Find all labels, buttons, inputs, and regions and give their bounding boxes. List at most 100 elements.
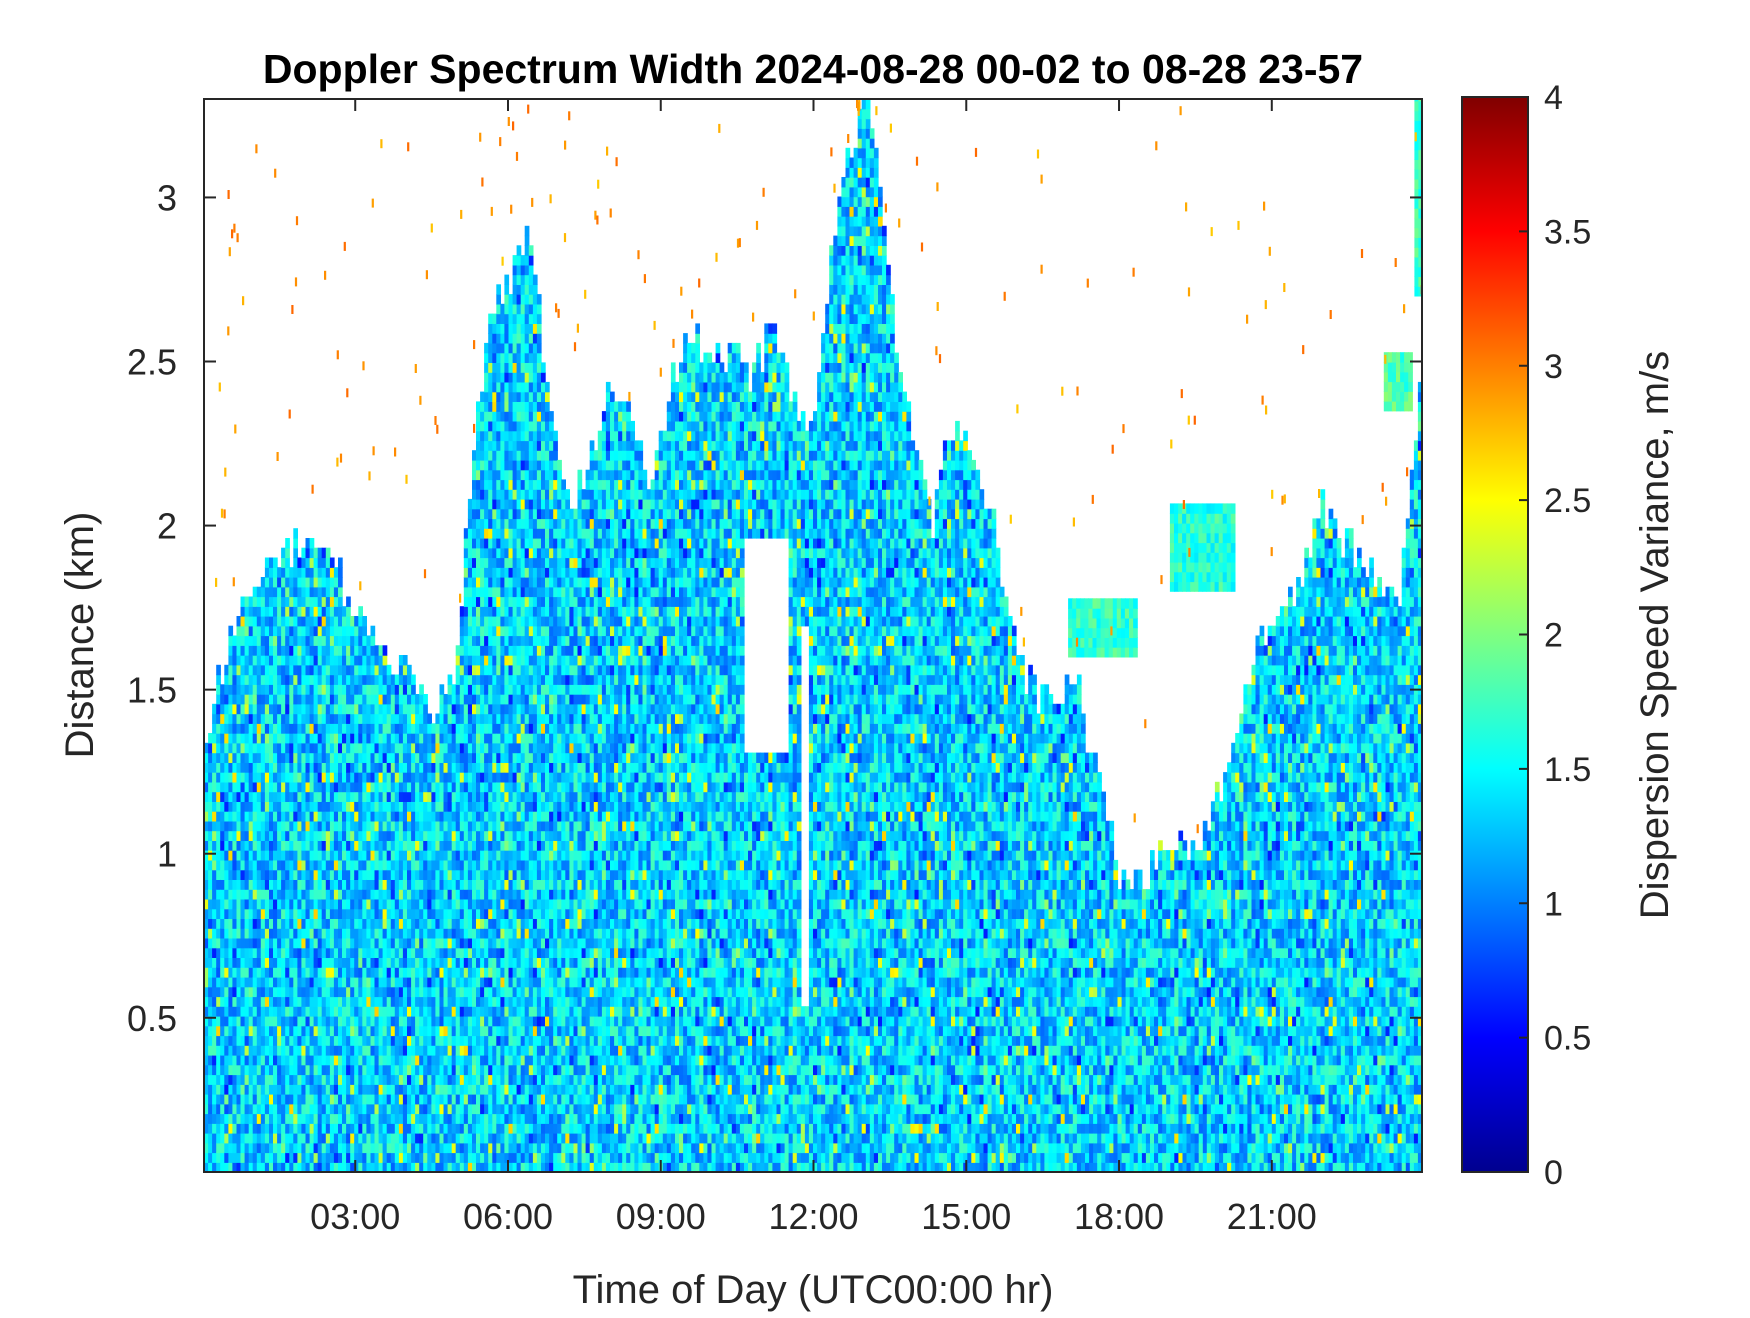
heatmap-cell — [521, 333, 526, 343]
heatmap-cell — [509, 518, 514, 528]
heatmap-cell — [435, 850, 440, 860]
heatmap-cell — [237, 840, 242, 850]
heatmap-cell — [391, 723, 396, 733]
heatmap-cell — [330, 977, 335, 987]
heatmap-cell — [306, 1153, 311, 1163]
heatmap-cell — [379, 1065, 384, 1075]
heatmap-cell — [306, 558, 311, 568]
heatmap-cell — [281, 733, 286, 743]
heatmap-cell — [281, 840, 286, 850]
heatmap-cell — [293, 821, 298, 831]
heatmap-cell — [488, 899, 493, 909]
heatmap-cell — [452, 977, 457, 987]
heatmap-cell — [350, 801, 355, 811]
heatmap-cell — [354, 723, 359, 733]
heatmap-cell — [350, 909, 355, 919]
heatmap-cell — [306, 1075, 311, 1085]
heatmap-cell — [314, 1016, 319, 1026]
heatmap-cell — [232, 987, 237, 997]
heatmap-cell — [500, 440, 505, 450]
heatmap-cell — [212, 743, 217, 753]
heatmap-cell — [281, 597, 286, 607]
heatmap-cell — [464, 1123, 469, 1133]
heatmap-cell — [419, 704, 424, 714]
heatmap-cell — [444, 714, 449, 724]
heatmap-cell — [415, 733, 420, 743]
heatmap-cell — [411, 733, 416, 743]
heatmap-cell — [517, 909, 522, 919]
heatmap-cell — [371, 870, 376, 880]
heatmap-cell — [387, 909, 392, 919]
heatmap-cell — [415, 938, 420, 948]
heatmap-cell — [435, 918, 440, 928]
heatmap-cell — [322, 840, 327, 850]
heatmap-cell — [293, 1094, 298, 1104]
heatmap-cell — [245, 753, 250, 763]
heatmap-cell — [423, 938, 428, 948]
heatmap-cell — [228, 655, 233, 665]
heatmap-cell — [492, 362, 497, 372]
heatmap-cell — [427, 753, 432, 763]
heatmap-cell — [232, 1133, 237, 1143]
heatmap-cell — [431, 889, 436, 899]
heatmap-cell — [456, 1143, 461, 1153]
heatmap-cell — [395, 733, 400, 743]
heatmap-cell — [411, 792, 416, 802]
heatmap-cell — [342, 1016, 347, 1026]
heatmap-cell — [509, 323, 514, 333]
heatmap-cell — [403, 938, 408, 948]
heatmap-cell — [387, 987, 392, 997]
heatmap-cell — [297, 928, 302, 938]
heatmap-cell — [504, 879, 509, 889]
heatmap-cell — [484, 987, 489, 997]
heatmap-cell — [484, 753, 489, 763]
heatmap-cell — [472, 792, 477, 802]
heatmap-cell — [354, 645, 359, 655]
heatmap-cell — [220, 821, 225, 831]
heatmap-cell — [366, 704, 371, 714]
heatmap-cell — [529, 1104, 534, 1114]
heatmap-cell — [403, 889, 408, 899]
heatmap-cell — [399, 655, 404, 665]
heatmap-cell — [480, 733, 485, 743]
heatmap-cell — [456, 948, 461, 958]
heatmap-cell — [237, 694, 242, 704]
heatmap-cell — [517, 597, 522, 607]
heatmap-cell — [269, 577, 274, 587]
heatmap-cell — [273, 840, 278, 850]
heatmap-cell — [419, 782, 424, 792]
heatmap-cell — [330, 733, 335, 743]
heatmap-cell — [301, 597, 306, 607]
heatmap-cell — [366, 899, 371, 909]
heatmap-cell — [456, 801, 461, 811]
heatmap-cell — [265, 1075, 270, 1085]
heatmap-cell — [423, 1055, 428, 1065]
heatmap-cell — [301, 616, 306, 626]
heatmap-cell — [513, 1084, 518, 1094]
heatmap-cell — [480, 879, 485, 889]
heatmap-cell — [383, 792, 388, 802]
heatmap-cell — [431, 957, 436, 967]
heatmap-cell — [504, 684, 509, 694]
heatmap-cell — [245, 928, 250, 938]
heatmap-cell — [484, 762, 489, 772]
heatmap-cell — [476, 782, 481, 792]
heatmap-cell — [354, 977, 359, 987]
heatmap-cell — [484, 1084, 489, 1094]
heatmap-cell — [362, 1104, 367, 1114]
heatmap-cell — [492, 714, 497, 724]
heatmap-cell — [362, 1123, 367, 1133]
heatmap-cell — [480, 762, 485, 772]
heatmap-cell — [224, 733, 229, 743]
heatmap-cell — [492, 411, 497, 421]
heatmap-cell — [241, 684, 246, 694]
heatmap-cell — [216, 870, 221, 880]
heatmap-cell — [448, 743, 453, 753]
heatmap-cell — [253, 792, 258, 802]
heatmap-cell — [488, 918, 493, 928]
heatmap-cell — [306, 1143, 311, 1153]
heatmap-cell — [468, 782, 473, 792]
heatmap-cell — [407, 1114, 412, 1124]
heatmap-cell — [301, 996, 306, 1006]
heatmap-cell — [224, 860, 229, 870]
